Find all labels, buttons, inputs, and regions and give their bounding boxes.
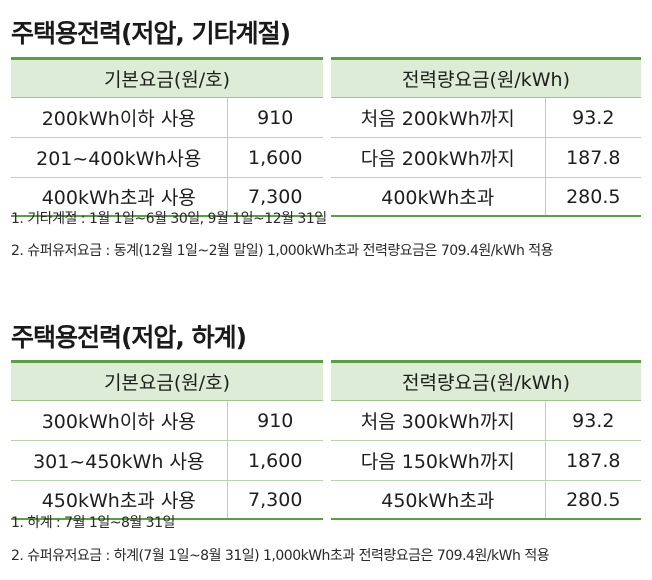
rate-table: 기본요금(원/호) 전력량요금(원/kWh) 200kWh이하 사용 910 처… [11,57,642,217]
section-title: 주택용전력(저압, 기타계절) [11,19,291,48]
row-gap [323,176,332,216]
basic-charge-tier: 201~400kWh사용 [11,137,227,178]
energy-charge-tier: 다음 150kWh까지 [331,440,546,481]
basic-charge-tier: 400kWh초과 사용 [11,177,227,217]
basic-charge-header: 기본요금(원/호) [11,57,324,98]
row-gap [323,96,332,138]
table-header-row: 기본요금(원/호) 전력량요금(원/kWh) [11,57,642,98]
energy-charge-tier: 처음 300kWh까지 [331,400,546,441]
table-header-row: 기본요금(원/호) 전력량요금(원/kWh) [11,360,642,401]
energy-charge-value: 280.5 [544,177,642,217]
table-row: 200kWh이하 사용 910 처음 200kWh까지 93.2 [11,96,642,138]
energy-charge-value: 93.2 [544,97,642,138]
energy-charge-value: 93.2 [544,400,642,441]
table-row: 300kWh이하 사용 910 처음 300kWh까지 93.2 [11,399,642,441]
basic-charge-value: 7,300 [226,177,324,217]
energy-charge-value: 187.8 [544,137,642,178]
basic-charge-value: 910 [226,400,324,441]
row-gap [323,136,332,178]
footnote: 1. 기타계절 : 1월 1일~6월 30일, 9월 1일~12월 31일 [11,211,327,227]
energy-charge-header: 전력량요금(원/kWh) [331,360,642,401]
energy-charge-tier: 다음 200kWh까지 [331,137,546,178]
footnote: 1. 하계 : 7월 1일~8월 31일 [11,515,175,531]
basic-charge-value: 1,600 [226,440,324,481]
header-gap [323,57,332,98]
basic-charge-tier: 301~450kWh 사용 [11,440,227,481]
basic-charge-tier: 200kWh이하 사용 [11,97,227,138]
table-row: 450kWh초과 사용 7,300 450kWh초과 280.5 [11,479,642,520]
row-gap [323,439,332,481]
energy-charge-tier: 400kWh초과 [331,177,546,217]
header-gap [323,360,332,401]
basic-charge-tier: 450kWh초과 사용 [11,480,227,520]
rate-table: 기본요금(원/호) 전력량요금(원/kWh) 300kWh이하 사용 910 처… [11,360,642,520]
energy-charge-value: 187.8 [544,440,642,481]
basic-charge-value: 7,300 [226,480,324,520]
energy-charge-value: 280.5 [544,480,642,520]
basic-charge-header: 기본요금(원/호) [11,360,324,401]
basic-charge-value: 1,600 [226,137,324,178]
table-row: 201~400kWh사용 1,600 다음 200kWh까지 187.8 [11,136,642,178]
basic-charge-tier: 300kWh이하 사용 [11,400,227,441]
table-row: 301~450kWh 사용 1,600 다음 150kWh까지 187.8 [11,439,642,481]
energy-charge-header: 전력량요금(원/kWh) [331,57,642,98]
section-title: 주택용전력(저압, 하계) [11,323,247,352]
table-row: 400kWh초과 사용 7,300 400kWh초과 280.5 [11,176,642,217]
footnote: 2. 슈퍼유저요금 : 동계(12월 1일~2월 말일) 1,000kWh초과 … [11,243,554,259]
basic-charge-value: 910 [226,97,324,138]
energy-charge-tier: 처음 200kWh까지 [331,97,546,138]
footnote: 2. 슈퍼유저요금 : 하계(7월 1일~8월 31일) 1,000kWh초과 … [11,548,550,564]
energy-charge-tier: 450kWh초과 [331,480,546,520]
row-gap [323,479,332,519]
row-gap [323,399,332,441]
